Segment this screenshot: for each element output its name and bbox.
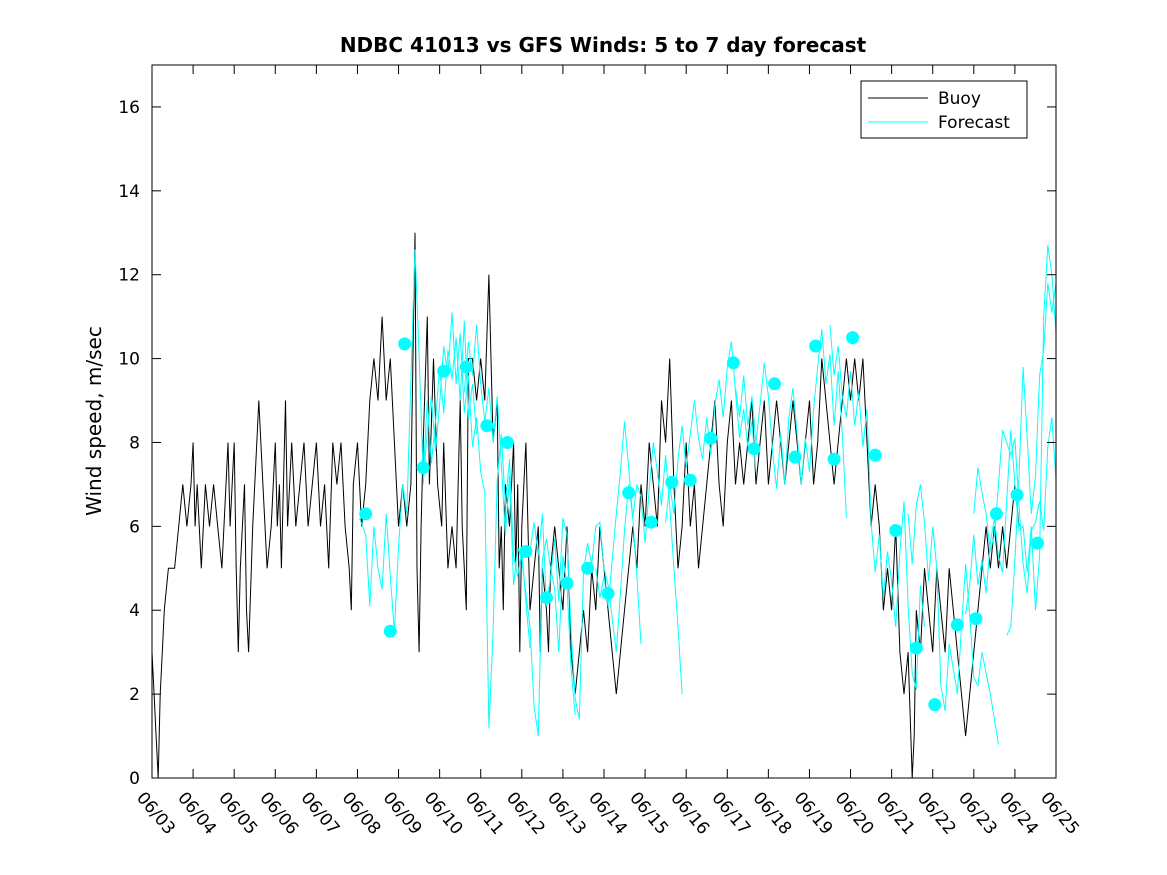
forecast-marker-15: [644, 515, 658, 529]
legend-label-forecast: Forecast: [938, 113, 1010, 133]
x-tick-label: 06/14: [584, 788, 631, 838]
forecast-marker-30: [950, 618, 964, 632]
forecast-marker-14: [622, 486, 636, 500]
forecast-marker-18: [704, 431, 718, 445]
x-tick-label: 06/19: [790, 788, 837, 838]
forecast-marker-31: [969, 612, 983, 626]
plot-frame: [151, 64, 1057, 779]
x-tick-label: 06/18: [749, 788, 796, 838]
x-tick-label: 06/10: [420, 788, 467, 838]
series-line-forecast-run-7: [735, 329, 847, 519]
series-line-forecast-run-3: [463, 324, 576, 737]
chart-title: NDBC 41013 vs GFS Winds: 5 to 7 day fore…: [340, 33, 867, 57]
forecast-marker-29: [928, 698, 942, 712]
y-tick-label: 12: [118, 266, 140, 286]
series-line-forecast-run-5: [595, 421, 683, 695]
forecast-marker-10: [540, 591, 553, 605]
series-line-forecast-run-9: [907, 484, 999, 745]
forecast-marker-22: [788, 450, 802, 464]
y-tick-label: 6: [129, 517, 140, 537]
series-line-forecast-run-6: [665, 341, 757, 523]
forecast-marker-34: [1031, 536, 1044, 550]
y-tick-label: 4: [129, 601, 140, 621]
legend-label-buoy: Buoy: [938, 89, 981, 109]
x-tick-label: 06/22: [913, 788, 960, 838]
series-line-forecast-run-4: [529, 484, 642, 720]
x-tick-label: 06/20: [831, 788, 878, 838]
series-line-forecast-run-1: [359, 249, 478, 632]
forecast-marker-23: [809, 339, 823, 353]
x-tick-label: 06/03: [132, 788, 179, 838]
forecast-marker-32: [989, 507, 1003, 521]
forecast-marker-5: [437, 364, 451, 378]
forecast-marker-11: [560, 576, 574, 590]
forecast-marker-19: [726, 356, 740, 370]
axes-layer: [151, 64, 1057, 779]
forecast-marker-25: [846, 331, 860, 345]
forecast-marker-26: [868, 448, 882, 462]
forecast-marker-21: [768, 377, 781, 391]
x-tick-label: 06/21: [872, 788, 919, 838]
x-tick-label: 06/25: [1036, 788, 1083, 838]
forecast-marker-3: [398, 337, 412, 351]
forecast-marker-4: [416, 461, 430, 475]
forecast-marker-8: [500, 436, 514, 449]
forecast-marker-13: [601, 587, 615, 600]
series-line-buoy: [152, 232, 1020, 778]
series-line-forecast-run-10: [973, 417, 1056, 594]
y-tick-label: 16: [118, 98, 140, 118]
x-tick-label: 06/16: [666, 788, 713, 838]
x-tick-label: 06/08: [338, 788, 385, 838]
ticks-layer: 06/0306/0406/0506/0606/0706/0806/0906/10…: [118, 65, 1083, 839]
y-axis-label: Wind speed, m/sec: [82, 326, 106, 516]
series-layer: [152, 232, 1056, 778]
forecast-marker-16: [665, 475, 679, 489]
forecast-marker-7: [480, 419, 494, 433]
x-tick-label: 06/23: [954, 788, 1001, 838]
x-tick-label: 06/09: [379, 788, 426, 838]
forecast-marker-28: [909, 641, 923, 655]
series-line-forecast-run-11: [1006, 283, 1056, 636]
x-tick-label: 06/07: [297, 788, 344, 838]
x-tick-label: 06/12: [502, 788, 549, 838]
x-tick-label: 06/05: [214, 788, 261, 838]
series-line-forecast-run-2: [422, 312, 531, 728]
y-tick-label: 8: [129, 433, 140, 453]
legend: Buoy Forecast: [860, 80, 1028, 139]
y-tick-label: 14: [118, 182, 140, 202]
legend-box: [860, 80, 1028, 139]
forecast-marker-6: [459, 360, 473, 374]
x-tick-label: 06/04: [173, 788, 220, 838]
x-tick-label: 06/24: [995, 788, 1042, 838]
series-line-forecast-run-12: [965, 245, 1056, 615]
series-line-forecast-run-8: [829, 324, 925, 691]
y-tick-label: 10: [118, 350, 140, 370]
forecast-marker-17: [683, 473, 697, 487]
x-tick-label: 06/13: [543, 788, 590, 838]
y-tick-label: 0: [129, 769, 140, 789]
x-tick-label: 06/15: [625, 788, 672, 838]
forecast-marker-27: [889, 524, 903, 537]
forecast-marker-1: [359, 507, 373, 521]
forecast-marker-24: [827, 452, 841, 466]
x-tick-label: 06/11: [461, 788, 508, 838]
x-tick-label: 06/06: [255, 788, 302, 838]
forecast-marker-33: [1010, 488, 1024, 502]
forecast-marker-12: [581, 561, 595, 575]
y-tick-label: 2: [129, 685, 140, 705]
forecast-marker-20: [747, 442, 761, 456]
forecast-marker-9: [519, 545, 533, 558]
forecast-marker-2: [383, 624, 397, 638]
x-tick-label: 06/17: [707, 788, 754, 838]
